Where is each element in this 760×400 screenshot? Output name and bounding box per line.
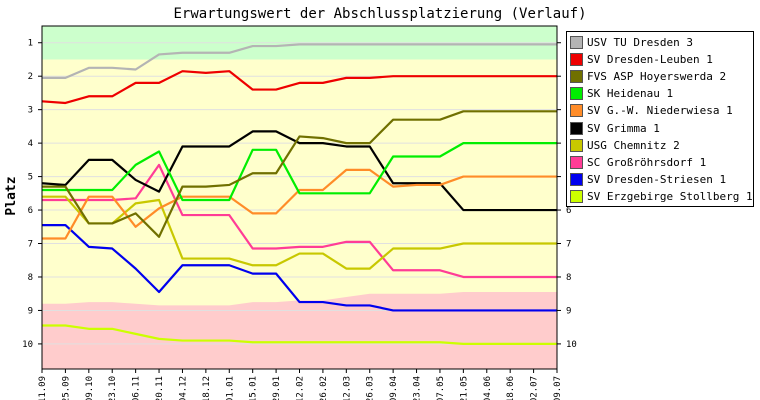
background-bands bbox=[42, 26, 557, 369]
y-tick-label-right: 8 bbox=[566, 273, 571, 283]
legend: USV TU Dresden 3 SV Dresden-Leuben 1 FVS A… bbox=[566, 31, 754, 207]
x-tick-label: 11.09 bbox=[38, 376, 48, 400]
y-tick-label: 10 bbox=[22, 340, 33, 350]
x-tick-label: 21.05 bbox=[459, 376, 469, 400]
legend-swatch bbox=[570, 70, 583, 84]
y-tick-label: 2 bbox=[28, 72, 33, 82]
legend-item: SC Großröhrsdorf 1 bbox=[570, 154, 753, 171]
series-lines bbox=[41, 43, 557, 346]
series-line bbox=[42, 224, 557, 312]
x-tick-label: 04.06 bbox=[483, 376, 493, 400]
series-line bbox=[42, 110, 557, 238]
legend-swatch bbox=[570, 121, 583, 135]
x-tick-labels: 11.09 25.09 09.10 23.10 06.11 20.11 04.12 18.12… bbox=[38, 369, 563, 400]
legend-item: SV Grimma 1 bbox=[570, 119, 753, 136]
y-tick-label: 4 bbox=[28, 139, 33, 149]
x-tick-label: 20.11 bbox=[155, 376, 165, 400]
legend-swatch bbox=[570, 87, 583, 101]
x-tick-label: 07.05 bbox=[436, 376, 446, 400]
x-tick-label: 09.10 bbox=[85, 376, 95, 400]
x-tick-label: 04.12 bbox=[178, 376, 188, 400]
y-tick-label-right: 7 bbox=[566, 240, 571, 250]
legend-item: SV Dresden-Striesen 1 bbox=[570, 171, 753, 188]
x-tick-label: 02.07 bbox=[530, 376, 540, 400]
legend-label: SC Großröhrsdorf 1 bbox=[587, 155, 707, 169]
y-tick-label: 8 bbox=[28, 273, 33, 283]
legend-swatch bbox=[570, 155, 583, 169]
y-tick-label-right: 10 bbox=[566, 340, 577, 350]
legend-item: SV Erzgebirge Stollberg 1 bbox=[570, 188, 753, 205]
series-line bbox=[42, 142, 557, 202]
x-tick-label: 29.01 bbox=[272, 376, 282, 400]
x-tick-label: 06.11 bbox=[132, 376, 142, 400]
legend-item: SV Dresden-Leuben 1 bbox=[570, 51, 753, 68]
y-axis-label: Platz bbox=[4, 176, 19, 215]
legend-swatch bbox=[570, 138, 583, 152]
y-tick-label: 7 bbox=[28, 240, 33, 250]
series-line bbox=[41, 70, 557, 105]
y-tick-label: 1 bbox=[28, 39, 33, 49]
y-tick-label-right: 9 bbox=[566, 306, 571, 316]
x-tick-label: 09.04 bbox=[389, 376, 399, 400]
legend-swatch bbox=[570, 172, 583, 186]
x-tick-label: 09.07 bbox=[553, 376, 563, 400]
legend-item: SV G.-W. Niederwiesa 1 bbox=[570, 102, 753, 119]
legend-swatch bbox=[570, 36, 583, 50]
y-tick-label: 3 bbox=[28, 106, 33, 116]
legend-item: FVS ASP Hoyerswerda 2 bbox=[570, 68, 753, 85]
x-tick-label: 23.10 bbox=[108, 376, 118, 400]
legend-label: SV Grimma 1 bbox=[587, 121, 660, 135]
y-tick-label: 6 bbox=[28, 206, 33, 216]
series-line bbox=[42, 195, 557, 270]
legend-label: USG Chemnitz 2 bbox=[587, 138, 680, 152]
legend-label: USV TU Dresden 3 bbox=[587, 36, 693, 50]
x-tick-label: 18.12 bbox=[202, 376, 212, 400]
legend-label: FVS ASP Hoyerswerda 2 bbox=[587, 70, 727, 84]
x-tick-label: 01.01 bbox=[225, 376, 235, 400]
legend-item: SK Heidenau 1 bbox=[570, 85, 753, 102]
legend-label: SV G.-W. Niederwiesa 1 bbox=[587, 104, 733, 118]
legend-swatch bbox=[570, 104, 583, 118]
series-line bbox=[42, 43, 557, 79]
legend-label: SK Heidenau 1 bbox=[587, 87, 674, 101]
series-line bbox=[42, 324, 557, 346]
legend-item: USV TU Dresden 3 bbox=[570, 34, 753, 51]
legend-swatch bbox=[570, 189, 583, 203]
legend-item: USG Chemnitz 2 bbox=[570, 137, 753, 154]
y-tick-label: 9 bbox=[28, 306, 33, 316]
legend-swatch bbox=[570, 53, 583, 67]
x-tick-label: 18.06 bbox=[506, 376, 516, 400]
chart-title: Erwartungswert der Abschlussplatzierung … bbox=[173, 6, 586, 22]
x-tick-label: 23.04 bbox=[413, 376, 423, 400]
legend-label: SV Dresden-Striesen 1 bbox=[587, 172, 727, 186]
x-tick-label: 25.09 bbox=[61, 376, 71, 400]
legend-label: SV Erzgebirge Stollberg 1 bbox=[587, 189, 753, 203]
x-tick-label: 12.02 bbox=[296, 376, 306, 400]
y-tick-label: 5 bbox=[28, 173, 33, 183]
x-tick-label: 26.03 bbox=[366, 376, 376, 400]
y-tick-label-right: 6 bbox=[566, 206, 571, 216]
x-tick-label: 26.02 bbox=[319, 376, 329, 400]
x-tick-label: 15.01 bbox=[249, 376, 259, 400]
series-line bbox=[42, 163, 557, 279]
x-tick-label: 12.03 bbox=[342, 376, 352, 400]
legend-label: SV Dresden-Leuben 1 bbox=[587, 53, 713, 67]
